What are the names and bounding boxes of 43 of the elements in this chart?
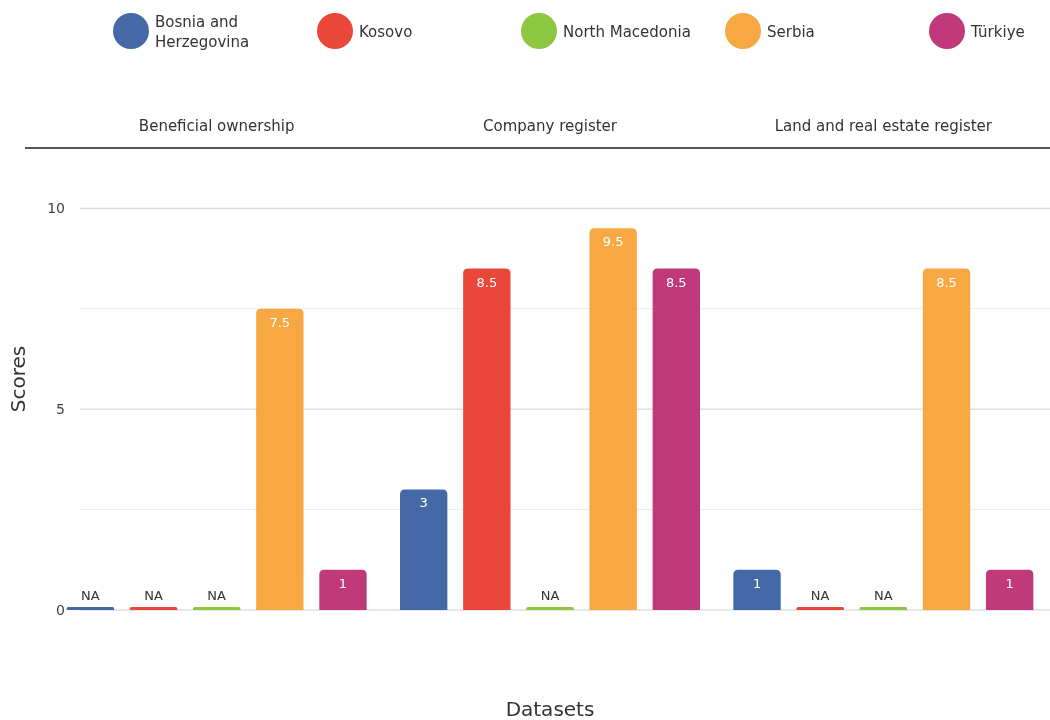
data-label: NA (207, 588, 227, 603)
x-axis-title: Datasets (505, 697, 595, 720)
data-label: NA (810, 588, 830, 603)
x-tick-label: Beneficial ownership (138, 117, 295, 135)
bar (129, 607, 178, 610)
legend-label: Serbia (767, 23, 815, 41)
data-label: 9.5 (602, 234, 624, 250)
data-label: NA (144, 588, 163, 603)
data-label: NA (81, 588, 100, 603)
data-label: 1 (752, 575, 762, 591)
data-label: 8.5 (665, 274, 687, 290)
bar (463, 268, 511, 610)
data-label: 8.5 (476, 274, 498, 290)
y-tick-label: 10 (47, 200, 65, 217)
bar (400, 489, 448, 610)
data-label: 7.5 (269, 314, 291, 330)
bar (526, 607, 574, 610)
legend-label: North Macedonia (563, 23, 691, 41)
bar (256, 308, 304, 610)
bar (66, 607, 115, 610)
legend-label: Türkiye (970, 23, 1025, 41)
data-label: 1 (338, 575, 348, 591)
data-label: 8.5 (936, 274, 957, 290)
bar (319, 569, 367, 610)
x-tick-label: Land and real estate register (774, 117, 993, 135)
bar (859, 607, 908, 610)
legend-label: Kosovo (359, 23, 413, 41)
y-axis-title: Scores (6, 345, 30, 413)
bar (589, 228, 637, 610)
bar (192, 607, 241, 610)
bar (985, 569, 1034, 610)
data-label: 3 (419, 495, 428, 511)
data-label: 1 (1005, 575, 1014, 591)
bar (796, 607, 844, 610)
legend-label: Bosnia and Herzegovina (155, 13, 250, 51)
data-label: NA (540, 588, 560, 603)
y-tick-label: 5 (56, 401, 65, 418)
bar (922, 268, 971, 610)
bar (733, 569, 781, 610)
data-label: NA (874, 588, 893, 603)
x-tick-label: Company register (483, 117, 618, 135)
bar (652, 268, 700, 610)
y-tick-label: 0 (56, 602, 65, 618)
